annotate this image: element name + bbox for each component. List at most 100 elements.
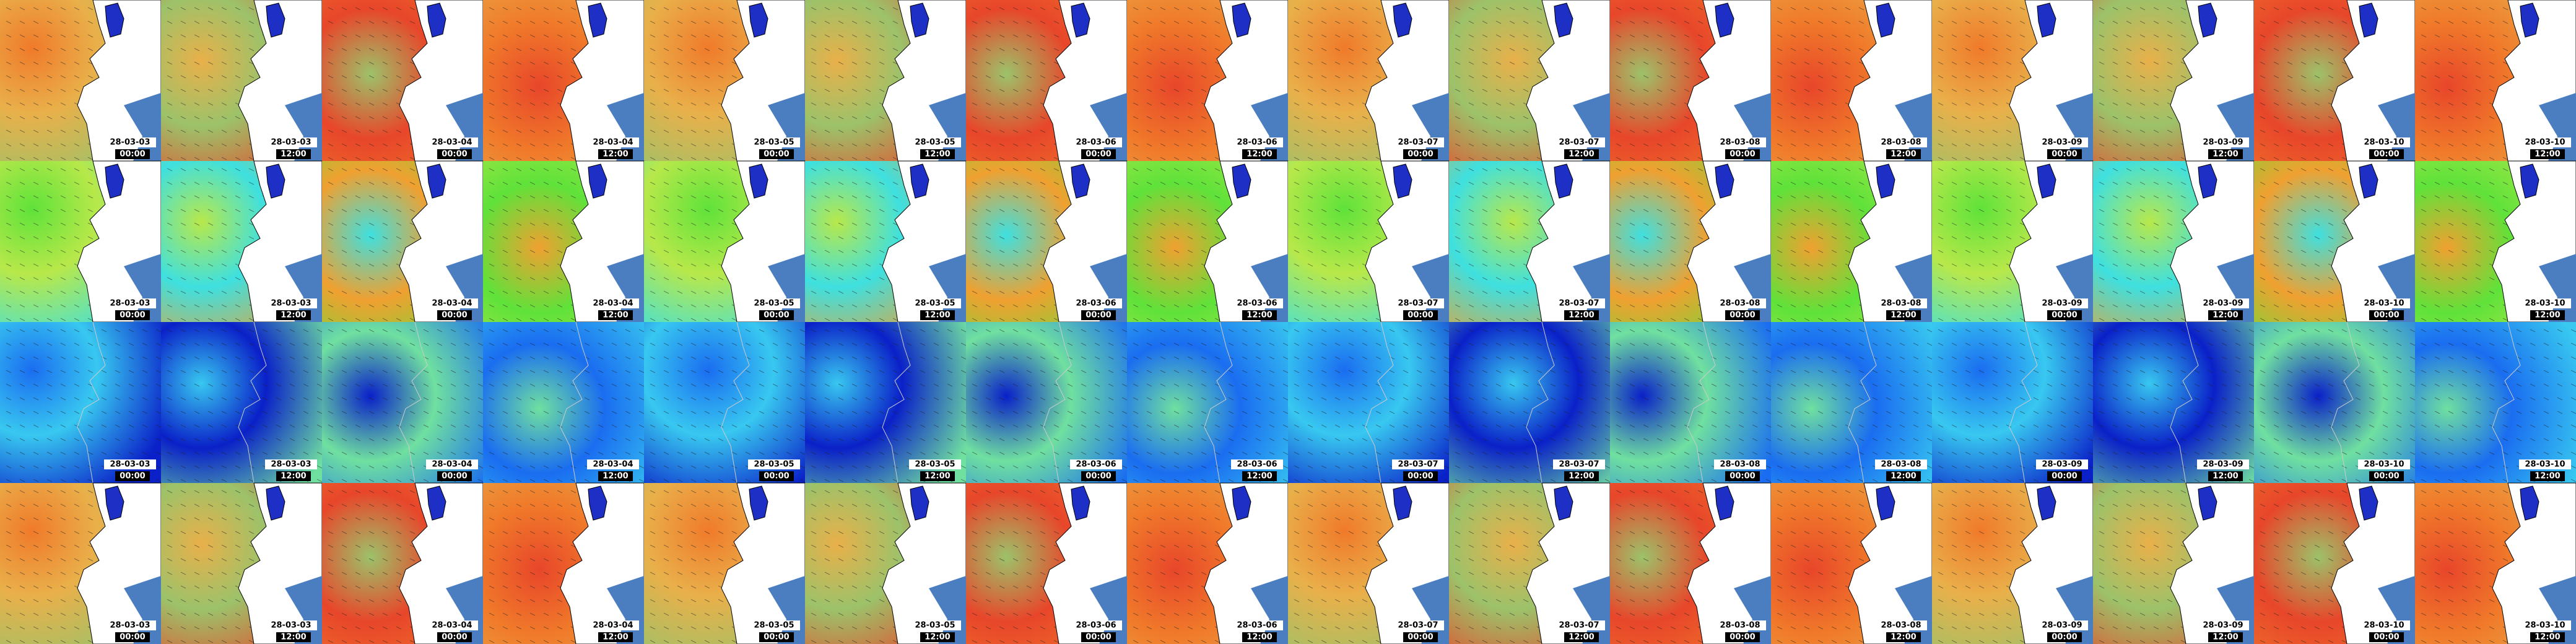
date-box: [587, 137, 639, 147]
time-label: 12:00: [1891, 633, 1916, 642]
time-label: 12:00: [281, 150, 306, 159]
britain: [2520, 2, 2539, 38]
map-tile: 28-03-06 12:00: [1127, 160, 1289, 323]
date-box: [426, 459, 478, 469]
time-box: [2047, 471, 2082, 481]
field-background: [966, 322, 1127, 483]
map-tile: 28-03-08 00:00: [1610, 482, 1772, 644]
time-box: [437, 471, 472, 481]
map-tile: 28-03-09 12:00: [2093, 0, 2255, 162]
map-tile: 28-03-07 12:00: [1449, 0, 1611, 162]
date-label: 28-03-10: [2525, 299, 2565, 308]
time-label: 12:00: [1247, 472, 1272, 481]
time-box: [1081, 310, 1116, 320]
date-box: [1875, 298, 1927, 308]
date-label: 28-03-04: [432, 299, 472, 308]
britain: [910, 163, 929, 199]
map-tile: 28-03-03 12:00: [161, 160, 323, 323]
britain: [2520, 485, 2539, 521]
field-background: [2254, 322, 2415, 483]
britain: [2198, 2, 2217, 38]
map-tile: 28-03-04 00:00: [322, 160, 484, 323]
map-tile: 28-03-06 00:00: [966, 482, 1128, 644]
date-box: [1231, 459, 1283, 469]
britain: [2037, 485, 2056, 521]
field-background: [1449, 322, 1610, 483]
time-label: 00:00: [1408, 311, 1433, 320]
time-box: [759, 310, 794, 320]
time-box: [759, 471, 794, 481]
britain: [1715, 485, 1734, 521]
date-label: 28-03-05: [754, 138, 794, 147]
britain: [427, 485, 446, 521]
britain: [427, 163, 446, 199]
time-label: 12:00: [603, 472, 628, 481]
time-label: 12:00: [925, 150, 950, 159]
time-label: 12:00: [1569, 633, 1594, 642]
map-tile: 28-03-04 00:00: [322, 482, 484, 644]
map-tile: 28-03-09 00:00: [1932, 482, 2094, 644]
date-box: [1070, 137, 1122, 147]
time-box: [276, 310, 311, 320]
time-label: 12:00: [1891, 472, 1916, 481]
date-box: [2197, 137, 2249, 147]
date-box: [265, 137, 317, 147]
time-box: [276, 632, 311, 642]
date-box: [2358, 298, 2410, 308]
map-tile: 28-03-10 00:00: [2254, 160, 2416, 323]
coastline: [1204, 321, 1233, 484]
time-box: [437, 310, 472, 320]
map-tile: 28-03-03 12:00: [161, 482, 323, 644]
map-tile: 28-03-07 00:00: [1288, 0, 1450, 162]
date-label: 28-03-10: [2525, 138, 2565, 147]
date-box: [1714, 620, 1766, 630]
time-label: 12:00: [925, 311, 950, 320]
date-box: [1231, 298, 1283, 308]
britain: [1071, 163, 1090, 199]
time-box: [598, 632, 633, 642]
date-label: 28-03-09: [2042, 299, 2082, 308]
time-label: 00:00: [1086, 472, 1111, 481]
date-box: [909, 298, 961, 308]
time-box: [920, 310, 955, 320]
date-label: 28-03-08: [1720, 460, 1760, 469]
time-box: [2530, 471, 2565, 481]
time-label: 12:00: [603, 633, 628, 642]
field-background: [483, 322, 644, 483]
field-background: [2093, 322, 2254, 483]
date-box: [909, 620, 961, 630]
time-box: [598, 310, 633, 320]
field-background: [1127, 322, 1288, 483]
map-tile: 28-03-09 00:00: [1932, 321, 2094, 484]
time-box: [2530, 310, 2565, 320]
map-tile: 28-03-09 12:00: [2093, 321, 2255, 484]
date-box: [2519, 620, 2571, 630]
map-tile: 28-03-10 12:00: [2415, 321, 2576, 484]
date-box: [1070, 620, 1122, 630]
field-background: [1610, 322, 1771, 483]
map-tile: 28-03-08 12:00: [1771, 482, 1933, 644]
britain: [2198, 163, 2217, 199]
date-label: 28-03-04: [593, 621, 633, 630]
britain: [427, 2, 446, 38]
field-background: [0, 322, 161, 483]
time-label: 00:00: [1730, 311, 1755, 320]
time-box: [1725, 632, 1760, 642]
map-tile: 28-03-09 00:00: [1932, 0, 2094, 162]
time-label: 00:00: [1086, 150, 1111, 159]
map-tile: 28-03-04 12:00: [483, 482, 645, 644]
time-box: [2208, 632, 2243, 642]
time-box: [1886, 149, 1921, 159]
time-box: [1081, 632, 1116, 642]
time-label: 00:00: [2374, 633, 2399, 642]
time-label: 00:00: [442, 472, 467, 481]
date-label: 28-03-07: [1398, 460, 1438, 469]
date-box: [2197, 298, 2249, 308]
coastline: [721, 321, 750, 484]
date-label: 28-03-07: [1559, 299, 1599, 308]
britain: [2359, 485, 2378, 521]
date-label: 28-03-09: [2042, 460, 2082, 469]
date-label: 28-03-04: [432, 621, 472, 630]
time-label: 00:00: [1730, 150, 1755, 159]
date-label: 28-03-05: [754, 299, 794, 308]
